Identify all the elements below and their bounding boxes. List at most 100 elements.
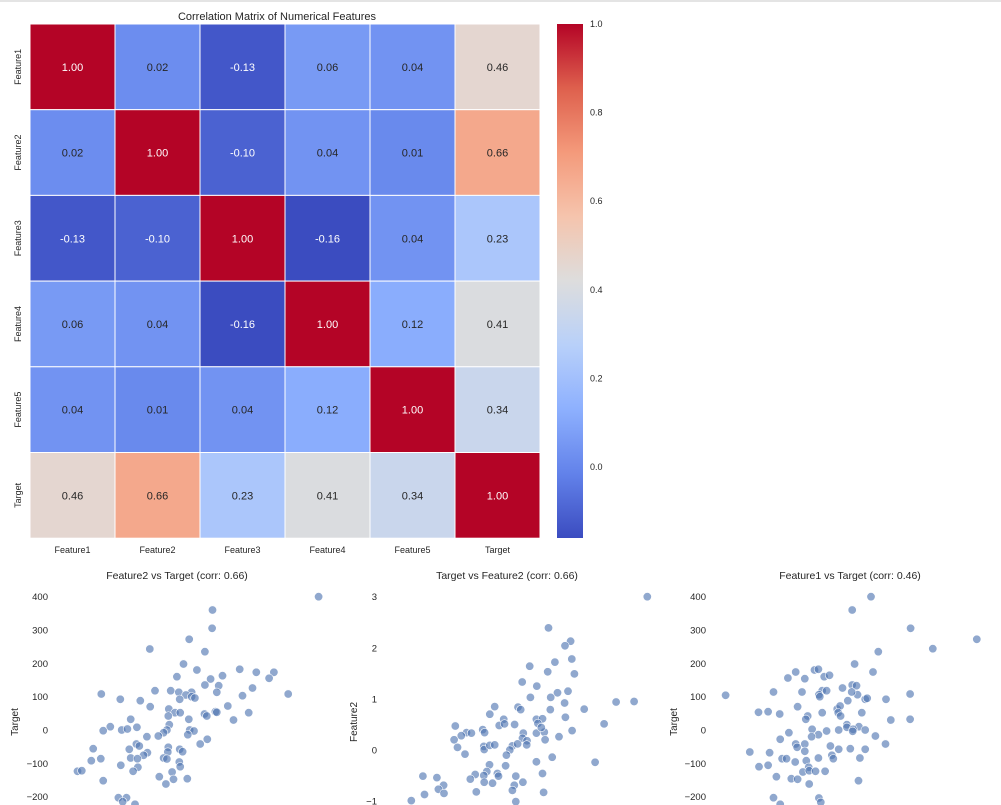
cell-value-label: -0.10 [230, 148, 255, 160]
heatmap-cell [284, 194, 371, 282]
scatter-point [466, 728, 476, 738]
scatter-point [229, 715, 239, 725]
scatter-point [212, 687, 222, 697]
cell-value-label: -0.16 [230, 319, 255, 331]
scatter-point [629, 696, 639, 706]
scatter-point [590, 757, 600, 767]
heatmap-cell [369, 452, 456, 539]
x-tick-label: Feature2 [139, 545, 175, 555]
scatter-point [873, 647, 883, 657]
scatter-point [792, 742, 802, 752]
y-tick-label: 1 [372, 694, 377, 705]
scatter-point [154, 772, 164, 782]
scatter-point [853, 776, 863, 786]
scatter-point [195, 739, 205, 749]
scatter-point [456, 731, 466, 741]
cell-value-label: 0.66 [487, 148, 508, 160]
scatter-point [525, 692, 535, 702]
y-tick-label: 0 [43, 726, 48, 737]
scatter-point [554, 732, 564, 742]
scatter-point [115, 694, 125, 704]
scatter-point [490, 702, 500, 712]
scatter-point [810, 766, 820, 776]
scatter-point [200, 680, 210, 690]
scatter-point [886, 715, 896, 725]
scatter-point [449, 735, 459, 745]
scatter-point [801, 714, 811, 724]
scatter-point [184, 714, 194, 724]
cell-value-label: 0.04 [402, 233, 423, 245]
y-tick-label: −100 [27, 759, 48, 770]
cell-value-label: 0.02 [62, 148, 83, 160]
y-tick-label: 400 [690, 592, 706, 603]
cell-value-label: 0.06 [317, 62, 338, 74]
scatter-point [406, 796, 416, 805]
cell-value-label: 1.00 [317, 319, 338, 331]
scatter-point [218, 671, 228, 681]
cell-value-label: 1.00 [62, 62, 83, 74]
scatter-point [850, 659, 860, 669]
heatmap-cell [29, 366, 116, 453]
scatter-point [800, 746, 810, 756]
scatter-point [837, 683, 847, 693]
y-tick-label: Feature1 [13, 49, 23, 85]
scatter-point [128, 766, 138, 776]
y-tick-label: Feature2 [13, 135, 23, 171]
scatter-point [560, 641, 570, 651]
scatter-point [834, 744, 844, 754]
y-axis-label: Feature2 [349, 702, 360, 742]
scatter-point [150, 686, 160, 696]
scatter-point [223, 701, 233, 711]
y-tick-label: 200 [690, 659, 706, 670]
heatmap-cell [199, 109, 286, 196]
scatter-point [784, 728, 794, 738]
scatter-point [212, 707, 222, 717]
scatter-point [202, 734, 212, 744]
scatter-point [238, 691, 248, 701]
cell-value-label: 0.46 [487, 62, 508, 74]
x-tick-label: Feature1 [54, 545, 90, 555]
cell-value-label: 1.00 [232, 233, 253, 245]
heatmap-cell [369, 366, 456, 453]
scatter-point [499, 719, 509, 729]
scatter-point [972, 634, 982, 644]
scatter-point [518, 777, 528, 787]
scatter-point [560, 712, 570, 722]
cell-value-label: 0.06 [62, 319, 83, 331]
heatmap: 1.00 0.02 -0.13 0.06 0.04 0.46 0.02 1.00 -0.10 0.… [13, 23, 541, 555]
cell-value-label: 0.41 [487, 319, 508, 331]
scatter-point [768, 687, 778, 697]
heatmap-title: Correlation Matrix of Numerical Features [178, 11, 377, 23]
scatter-point [192, 665, 202, 675]
scatter-point [763, 760, 773, 770]
scatter-point [167, 767, 177, 777]
scatter-point [206, 674, 216, 684]
scatter-point [432, 773, 442, 783]
heatmap-cell [199, 280, 286, 368]
scatter-point [153, 731, 163, 741]
scatter-point [804, 779, 814, 789]
cell-value-label: 0.04 [147, 319, 168, 331]
scatter-point [611, 697, 621, 707]
scatter-point [525, 661, 535, 671]
cell-value-label: 0.23 [232, 490, 253, 502]
scatter-point [721, 690, 731, 700]
scatter-point [135, 696, 145, 706]
scatter-point [450, 721, 460, 731]
scatter-point [800, 674, 810, 684]
y-tick-label: Target [13, 482, 23, 508]
heatmap-cell [454, 366, 541, 453]
colorbar-bar [557, 24, 583, 538]
heatmap-cell [454, 194, 541, 282]
scatter-point [824, 670, 834, 680]
scatter-point [536, 722, 546, 732]
scatter-point [860, 744, 870, 754]
scatter-point [175, 694, 185, 704]
scatter-point [813, 664, 823, 674]
x-tick-label: Feature3 [224, 545, 260, 555]
scatter-point [162, 754, 172, 764]
scatter-point [175, 708, 185, 718]
scatter-point [860, 725, 870, 735]
scatter-point [134, 741, 144, 751]
